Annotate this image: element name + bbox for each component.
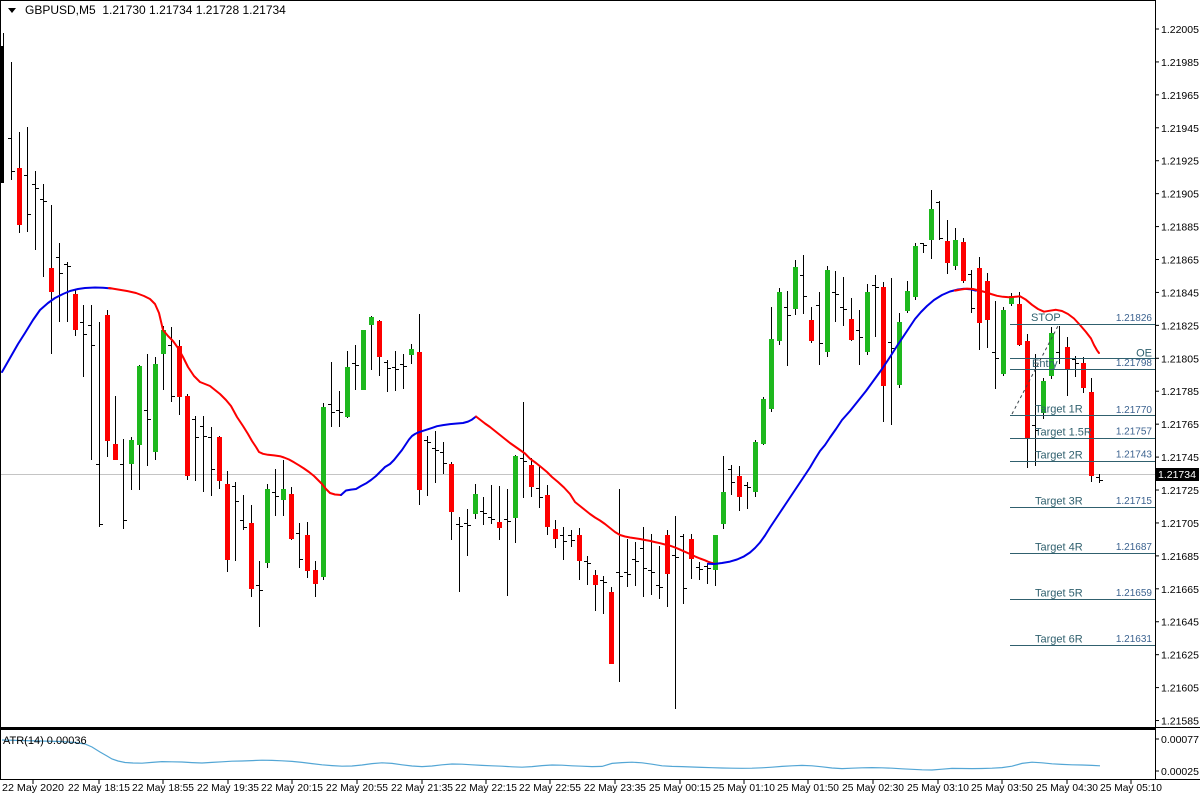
svg-text:25 May 01:10: 25 May 01:10 [713, 782, 775, 794]
svg-text:Target 2R: Target 2R [1035, 450, 1083, 462]
svg-text:1.21925: 1.21925 [1161, 156, 1199, 168]
svg-text:1.21826: 1.21826 [1116, 313, 1153, 324]
svg-text:22 May 22:55: 22 May 22:55 [519, 782, 581, 794]
svg-text:1.21845: 1.21845 [1161, 287, 1199, 299]
svg-text:1.21645: 1.21645 [1161, 617, 1199, 629]
svg-text:1.21625: 1.21625 [1161, 650, 1199, 662]
svg-text:GBPUSD,M5 1.21730 1.21734 1.2: GBPUSD,M5 1.21730 1.21734 1.21728 1.2173… [25, 3, 286, 17]
svg-text:1.21745: 1.21745 [1161, 452, 1199, 464]
svg-text:1.21905: 1.21905 [1161, 189, 1199, 201]
svg-text:1.21687: 1.21687 [1116, 542, 1153, 553]
svg-text:25 May 03:50: 25 May 03:50 [971, 782, 1033, 794]
svg-text:25 May 03:10: 25 May 03:10 [907, 782, 969, 794]
svg-text:Target 1.5R: Target 1.5R [1035, 427, 1092, 439]
svg-text:22 May 2020: 22 May 2020 [2, 782, 64, 794]
svg-text:1.21585: 1.21585 [1161, 716, 1199, 728]
svg-text:Entry: Entry [1032, 358, 1058, 370]
svg-text:Target 6R: Target 6R [1035, 634, 1083, 646]
svg-text:OE: OE [1136, 348, 1152, 360]
svg-text:Target 1R: Target 1R [1035, 404, 1083, 416]
svg-text:25 May 02:30: 25 May 02:30 [842, 782, 904, 794]
svg-text:1.21965: 1.21965 [1161, 90, 1199, 102]
svg-text:25 May 00:15: 25 May 00:15 [649, 782, 711, 794]
svg-text:STOP: STOP [1031, 312, 1061, 324]
svg-text:22 May 23:35: 22 May 23:35 [584, 782, 646, 794]
svg-text:22 May 18:55: 22 May 18:55 [132, 782, 194, 794]
svg-text:1.21705: 1.21705 [1161, 518, 1199, 530]
svg-text:1.21865: 1.21865 [1161, 255, 1199, 267]
svg-text:1.21785: 1.21785 [1161, 386, 1199, 398]
svg-text:Target 4R: Target 4R [1035, 542, 1083, 554]
svg-text:1.21770: 1.21770 [1116, 405, 1153, 416]
svg-text:22 May 20:55: 22 May 20:55 [326, 782, 388, 794]
svg-text:1.21985: 1.21985 [1161, 57, 1199, 69]
svg-text:22 May 18:15: 22 May 18:15 [68, 782, 130, 794]
svg-text:1.21805: 1.21805 [1161, 353, 1199, 365]
svg-text:0.00077: 0.00077 [1161, 734, 1199, 746]
svg-text:ATR(14) 0.00036: ATR(14) 0.00036 [3, 735, 87, 747]
svg-text:1.21665: 1.21665 [1161, 584, 1199, 596]
svg-text:1.21685: 1.21685 [1161, 551, 1199, 563]
svg-text:22 May 21:35: 22 May 21:35 [391, 782, 453, 794]
svg-text:22 May 19:35: 22 May 19:35 [197, 782, 259, 794]
svg-text:1.21885: 1.21885 [1161, 222, 1199, 234]
svg-text:Target 5R: Target 5R [1035, 588, 1083, 600]
svg-text:22 May 20:15: 22 May 20:15 [261, 782, 323, 794]
svg-text:1.21945: 1.21945 [1161, 123, 1199, 135]
svg-text:1.22005: 1.22005 [1161, 24, 1199, 36]
svg-text:25 May 04:30: 25 May 04:30 [1036, 782, 1098, 794]
svg-text:1.21715: 1.21715 [1116, 496, 1153, 507]
svg-text:1.21659: 1.21659 [1116, 588, 1153, 599]
svg-text:1.21757: 1.21757 [1116, 427, 1153, 438]
svg-text:Target 3R: Target 3R [1035, 496, 1083, 508]
svg-text:1.21734: 1.21734 [1158, 469, 1196, 481]
svg-text:1.21765: 1.21765 [1161, 419, 1199, 431]
svg-text:25 May 05:10: 25 May 05:10 [1100, 782, 1162, 794]
svg-text:1.21631: 1.21631 [1116, 634, 1153, 645]
svg-text:1.21825: 1.21825 [1161, 320, 1199, 332]
svg-text:1.21798: 1.21798 [1116, 358, 1153, 369]
svg-text:1.21725: 1.21725 [1161, 485, 1199, 497]
svg-text:1.21605: 1.21605 [1161, 683, 1199, 695]
svg-text:1.21743: 1.21743 [1116, 450, 1153, 461]
svg-text:22 May 22:15: 22 May 22:15 [455, 782, 517, 794]
svg-text:25 May 01:50: 25 May 01:50 [777, 782, 839, 794]
svg-text:0.00025: 0.00025 [1161, 766, 1199, 778]
